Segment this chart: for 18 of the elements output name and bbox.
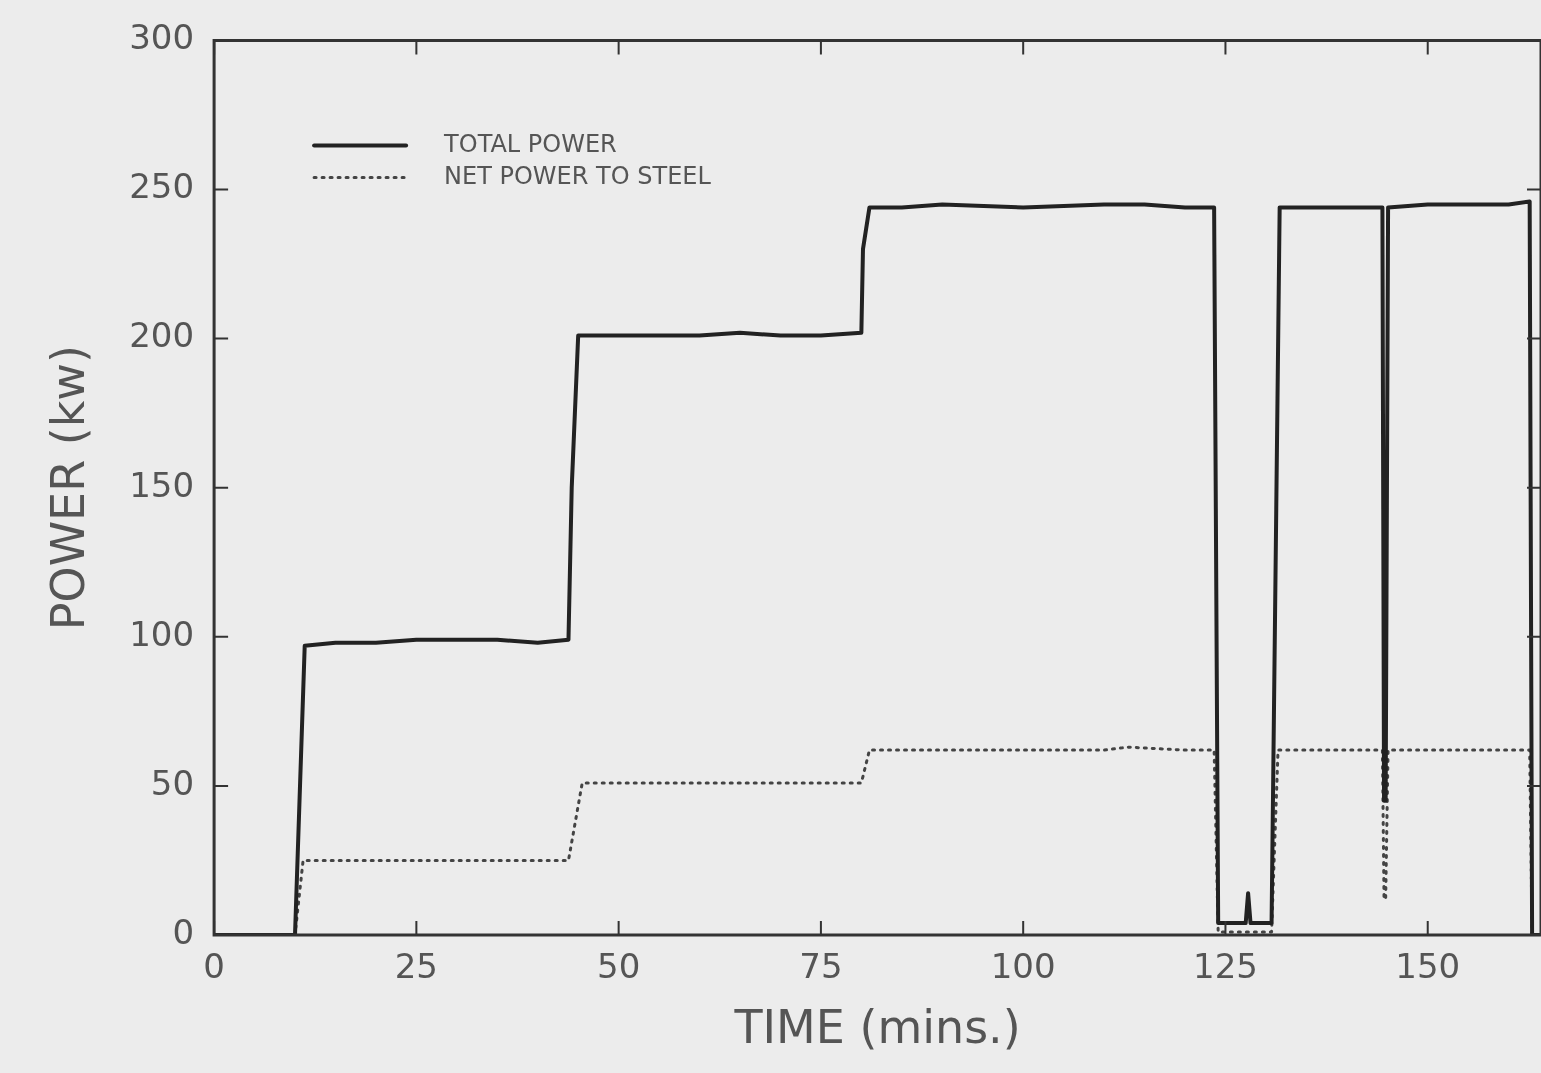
x-tick-label: 0 xyxy=(203,946,225,987)
x-tick-label: 150 xyxy=(1395,946,1461,987)
x-tick-label: 25 xyxy=(394,946,438,987)
legend-label: NET POWER TO STEEL xyxy=(444,161,712,190)
y-tick-label: 100 xyxy=(129,613,195,654)
x-tick-label: 50 xyxy=(597,946,641,987)
x-tick-label: 75 xyxy=(799,946,843,987)
y-tick-label: 200 xyxy=(129,315,195,356)
y-axis-title: POWER (kw) xyxy=(40,345,95,631)
x-tick-label: 100 xyxy=(990,946,1056,987)
y-tick-label: 50 xyxy=(150,762,195,803)
x-tick-label: 125 xyxy=(1193,946,1258,987)
y-tick-label: 250 xyxy=(129,166,195,207)
x-axis-title: TIME (mins.) xyxy=(733,1000,1021,1055)
y-tick-label: 300 xyxy=(129,17,195,58)
y-tick-label: 0 xyxy=(172,911,195,952)
y-tick-label: 150 xyxy=(129,464,195,505)
legend-label: TOTAL POWER xyxy=(443,129,617,158)
